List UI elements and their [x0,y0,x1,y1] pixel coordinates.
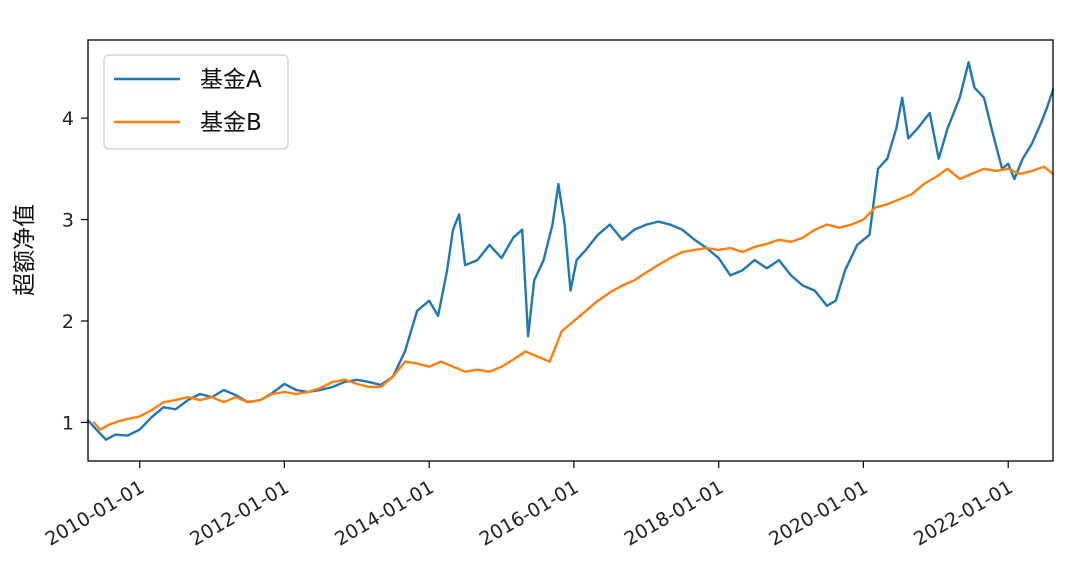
x-tick-label: 2012-01-01 [186,476,293,550]
legend: 基金A 基金B [103,54,289,150]
y-tick-label: 3 [62,210,74,232]
y-tick-label: 1 [62,412,74,434]
x-tick-label: 2020-01-01 [765,476,872,550]
x-tick-label: 2016-01-01 [476,476,583,550]
y-tick-label: 4 [62,108,74,130]
y-tick-label: 2 [62,311,74,333]
x-axis: 2010-01-01 2012-01-01 2014-01-01 2016-01-01… [42,461,1017,551]
y-axis: 1 2 3 4 [62,108,88,434]
x-tick-label: 2018-01-01 [621,476,728,550]
legend-label-2: 基金B [200,110,262,136]
x-tick-label: 2022-01-01 [910,476,1017,550]
plot-frame [87,39,1054,462]
series-line-2 [92,165,1055,431]
series-layer [86,61,1055,441]
legend-label-1: 基金A [200,67,262,93]
y-axis-label: 超额净值 [12,204,38,296]
x-tick-label: 2010-01-01 [42,476,149,550]
x-tick-label: 2014-01-01 [331,476,438,550]
